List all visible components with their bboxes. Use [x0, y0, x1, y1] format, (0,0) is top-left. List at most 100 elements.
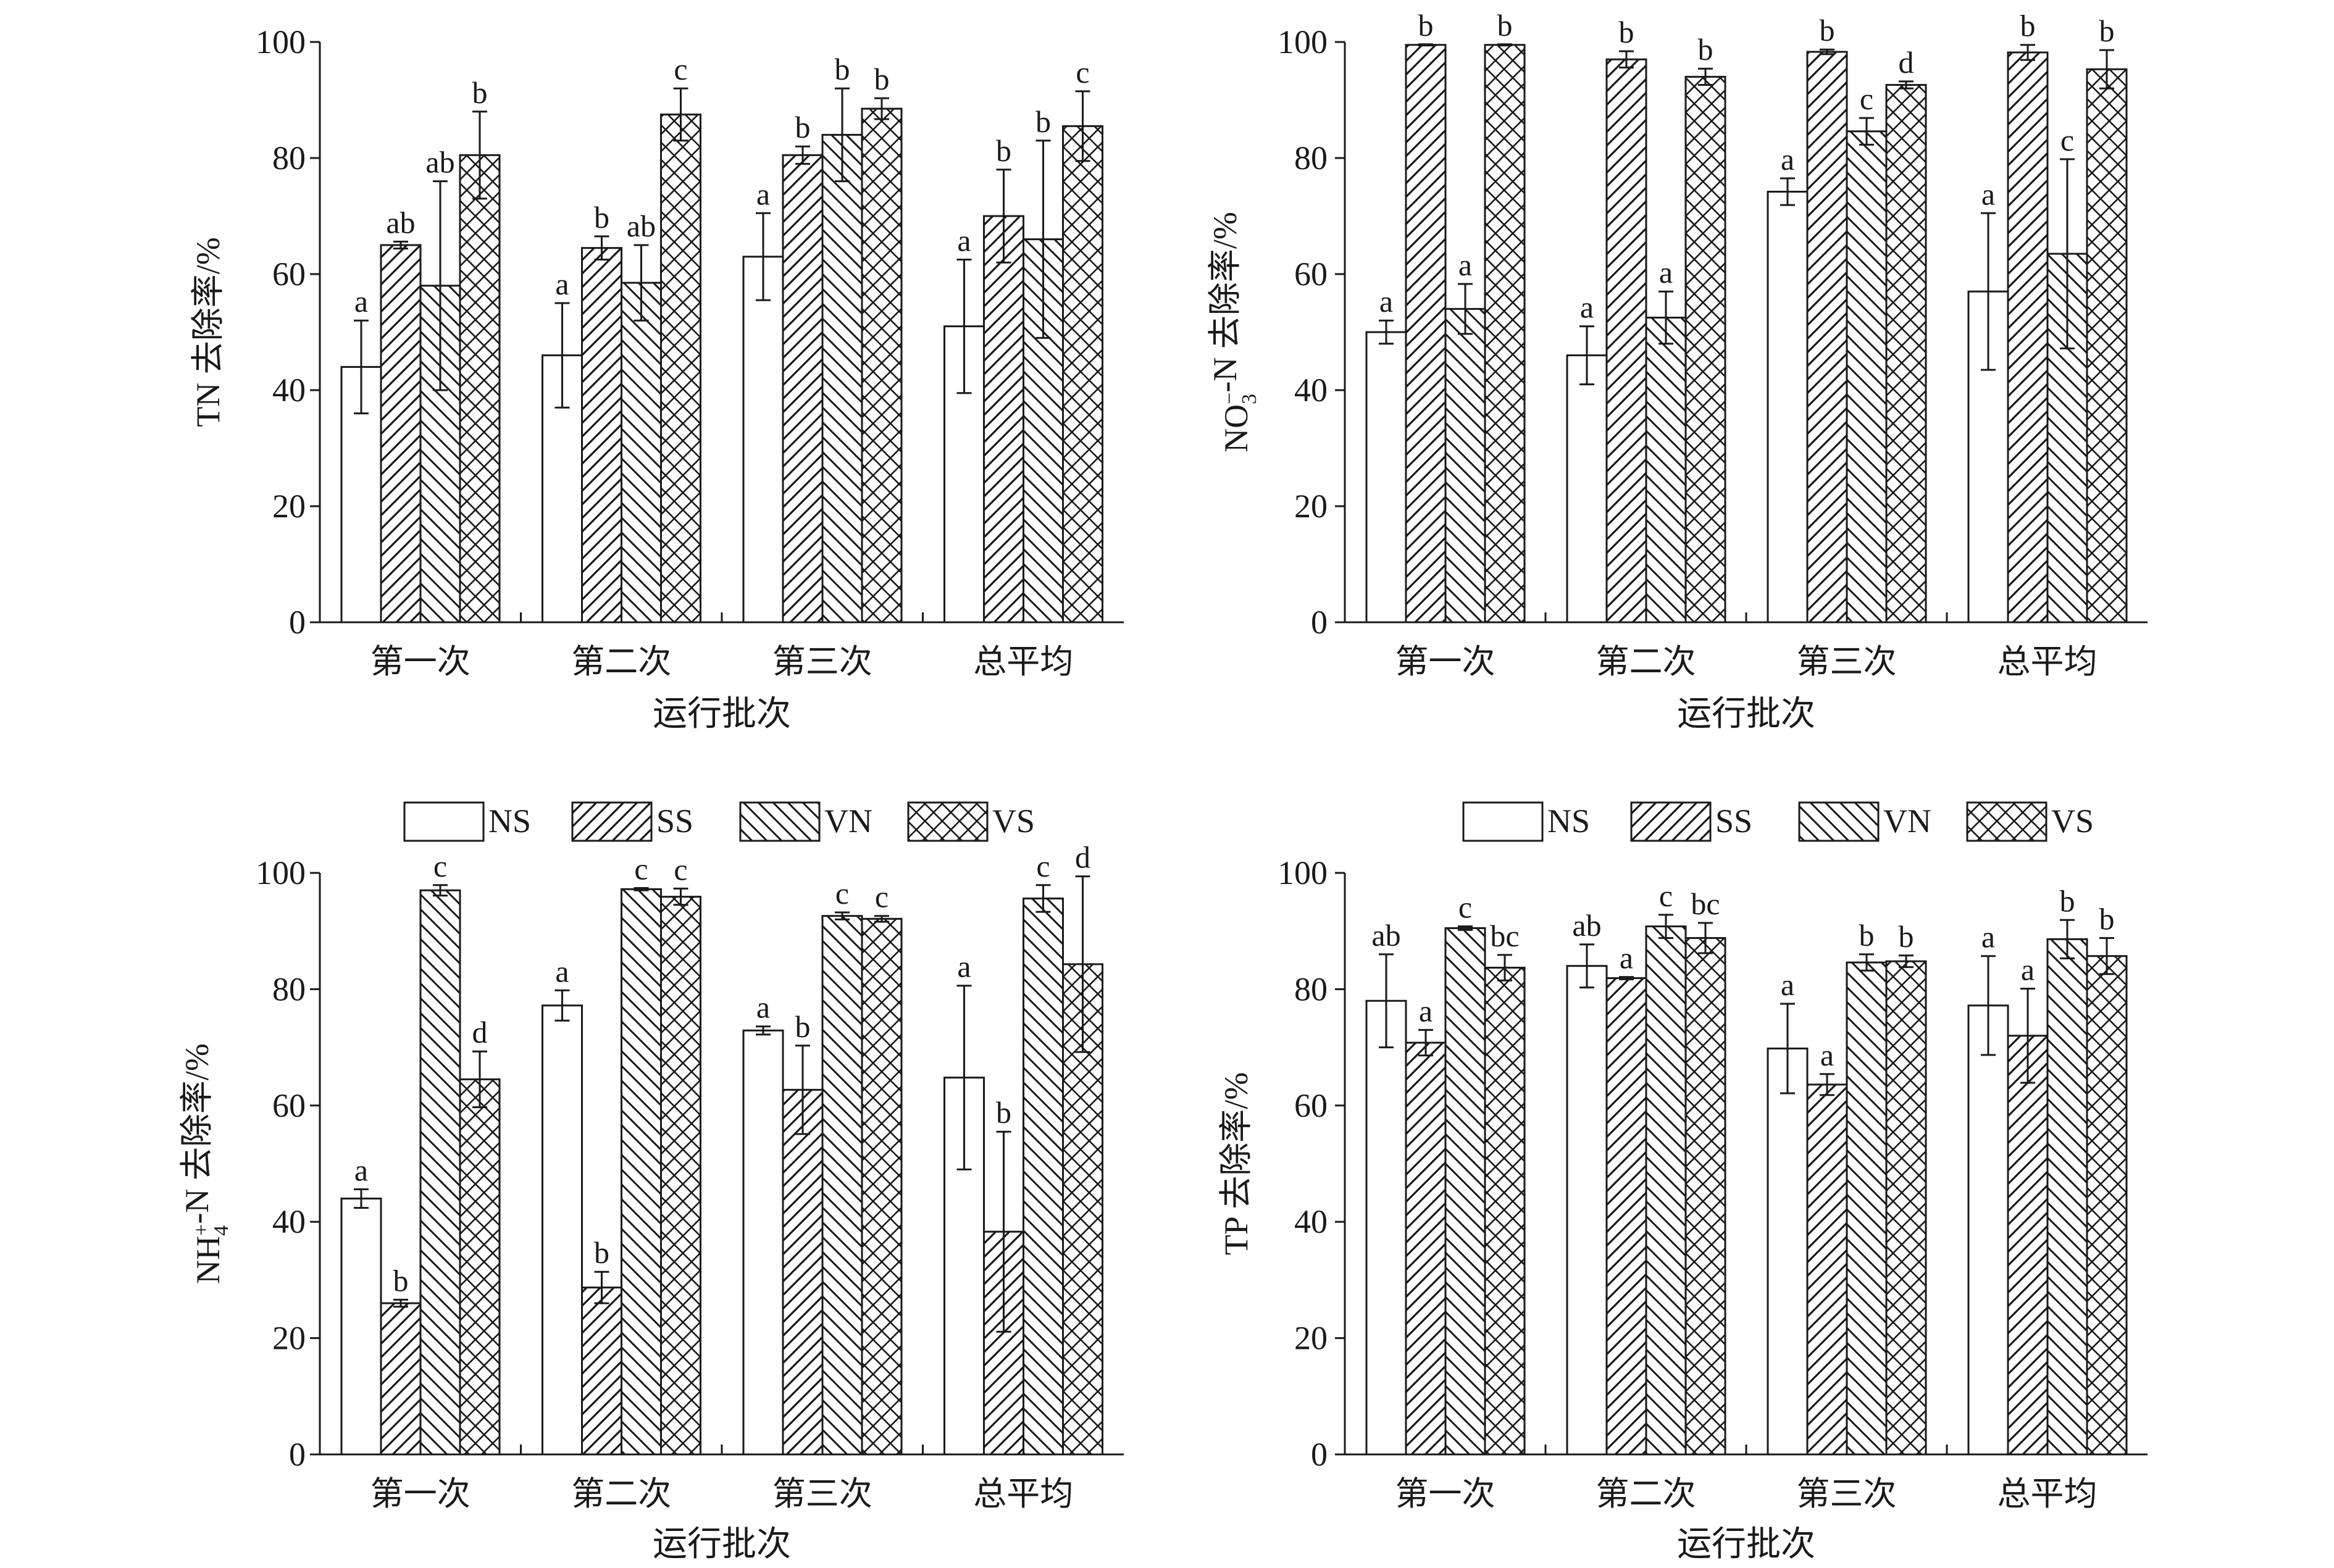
x-tick-label: 总平均: [973, 1475, 1073, 1512]
bar-ss: [581, 1287, 622, 1456]
significance-letter: a: [957, 949, 971, 984]
y-tick-label: 100: [256, 23, 306, 60]
bar-ns: [1365, 331, 1407, 623]
x-tick-label: 第一次: [1395, 1475, 1495, 1512]
y-tick-label: 0: [1311, 604, 1328, 641]
bar-ss: [1605, 58, 1647, 623]
significance-letter: a: [354, 1153, 368, 1187]
significance-letter: b: [2020, 9, 2036, 43]
legend-label-ns: NS: [1547, 803, 1590, 840]
significance-letter: a: [354, 284, 368, 319]
bar-vs: [2086, 68, 2128, 623]
bar-vn: [1645, 925, 1687, 1456]
bar-vn: [821, 133, 863, 623]
x-tick-label: 总平均: [1997, 1475, 2098, 1512]
bar-ss: [782, 154, 824, 623]
y-tick-label: 100: [256, 854, 306, 891]
significance-letter: bc: [1691, 886, 1720, 921]
bar-vs: [1484, 967, 1526, 1456]
bar-vs: [459, 1078, 501, 1456]
y-tick-label: 80: [272, 970, 306, 1007]
significance-letter: ab: [1572, 908, 1601, 943]
bar-ss: [1806, 1083, 1848, 1456]
significance-letter: ab: [627, 209, 656, 243]
x-axis-label: 运行批次: [1677, 695, 1815, 733]
bar-vn: [1444, 927, 1486, 1456]
significance-letter: c: [1860, 81, 1873, 116]
y-tick-label: 40: [1294, 372, 1328, 409]
significance-letter: b: [1035, 104, 1051, 139]
significance-letter: a: [1781, 967, 1794, 1002]
legend-swatch-ns: [1462, 801, 1544, 842]
significance-letter: b: [835, 52, 850, 86]
significance-letter: b: [1820, 13, 1835, 48]
y-axis-label: NO3−-N 去除率/%: [1207, 212, 1261, 452]
significance-letter: a: [756, 177, 770, 211]
bar-vn: [2046, 938, 2088, 1456]
x-axis-label: 运行批次: [653, 695, 791, 733]
bar-vs: [660, 114, 701, 623]
y-tick-label: 40: [1294, 1203, 1328, 1240]
bar-ss: [782, 1088, 824, 1456]
y-tick-label: 80: [1294, 140, 1328, 177]
significance-letter: c: [1076, 55, 1089, 90]
legend-swatch-vs: [907, 801, 989, 842]
y-tick-label: 40: [272, 1203, 306, 1240]
x-tick-label: 第二次: [571, 1475, 671, 1512]
bar-vs: [861, 107, 903, 623]
y-tick-label: 20: [272, 488, 306, 525]
significance-letter: b: [472, 75, 488, 110]
significance-letter: a: [1981, 920, 1995, 954]
bar-ns: [1566, 965, 1608, 1456]
significance-letter: a: [1379, 284, 1393, 319]
bar-ns: [1767, 191, 1809, 623]
x-tick-label: 第二次: [1596, 643, 1696, 680]
bar-vs: [1885, 84, 1927, 623]
x-tick-label: 第三次: [1797, 1475, 1897, 1512]
y-tick-label: 40: [272, 372, 306, 409]
bar-ns: [742, 1029, 784, 1456]
significance-letter: a: [555, 267, 569, 301]
significance-letter: d: [472, 1015, 488, 1049]
significance-letter: a: [1781, 142, 1794, 177]
significance-letter: b: [1859, 918, 1875, 953]
significance-letter: b: [996, 1095, 1011, 1130]
bar-ss: [380, 1302, 422, 1456]
significance-letter: c: [634, 851, 648, 886]
legend-label-vn: VN: [1883, 803, 1931, 840]
y-tick-label: 60: [1294, 1087, 1328, 1124]
significance-letter: a: [555, 954, 569, 988]
y-tick-label: 20: [272, 1320, 306, 1357]
bar-vs: [1885, 960, 1927, 1456]
y-tick-label: 20: [1294, 488, 1328, 525]
significance-letter: a: [756, 990, 770, 1025]
y-tick-label: 0: [1311, 1436, 1328, 1473]
y-tick-label: 0: [289, 604, 306, 641]
significance-letter: a: [957, 223, 971, 258]
legend-swatch-vs: [1966, 801, 2047, 842]
significance-letter: ab: [425, 145, 454, 180]
x-tick-label: 总平均: [973, 643, 1073, 680]
significance-letter: b: [874, 62, 890, 96]
significance-letter: b: [393, 1263, 409, 1298]
bar-vs: [459, 154, 501, 623]
significance-letter: b: [1698, 32, 1713, 67]
bar-vn: [821, 915, 863, 1456]
legend-label-ss: SS: [1715, 803, 1752, 840]
y-tick-label: 60: [1294, 256, 1328, 293]
legend: NS SS VN VS: [403, 801, 1035, 842]
significance-letter: b: [795, 1009, 811, 1044]
legend-label-ns: NS: [488, 803, 531, 840]
x-axis-label: 运行批次: [1677, 1525, 1815, 1564]
legend: NS SS VN VS: [1462, 801, 2094, 842]
bar-ss: [1405, 1041, 1447, 1456]
bar-vn: [1023, 897, 1064, 1456]
x-tick-label: 第二次: [571, 643, 671, 680]
significance-letter: c: [835, 876, 849, 911]
bar-vn: [1846, 130, 1888, 623]
x-tick-label: 第一次: [370, 643, 471, 680]
significance-letter: a: [1659, 255, 1673, 290]
x-tick-label: 第三次: [772, 1475, 872, 1512]
significance-letter: b: [2060, 883, 2075, 918]
